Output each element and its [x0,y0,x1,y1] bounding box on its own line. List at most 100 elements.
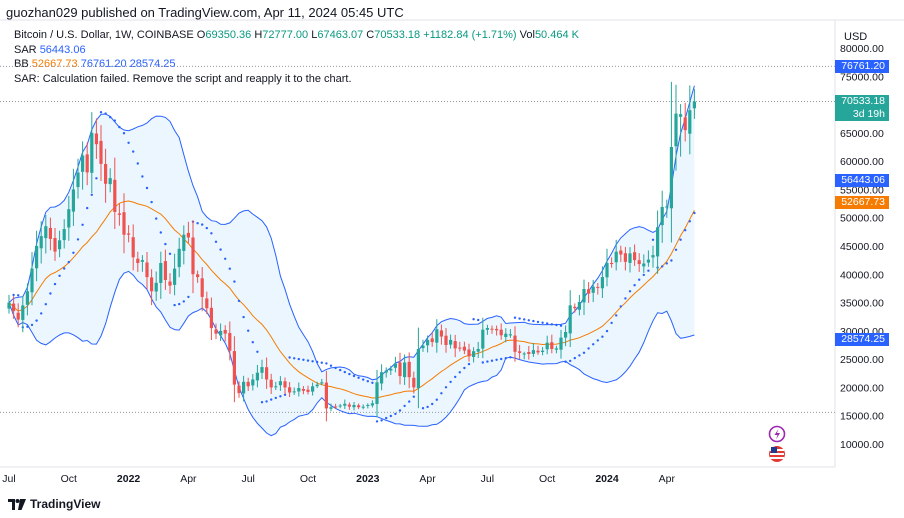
candle-body [692,101,696,109]
candle-body [219,330,223,336]
sar-dot [435,398,438,401]
sar-dot [357,376,360,379]
sar-dot [454,375,457,379]
sar-dot [44,303,47,306]
candle-body [214,329,218,334]
sar-dot [421,407,425,410]
sar-dot [596,339,599,342]
candle-body [90,132,94,173]
time-tick-label: Oct [539,473,555,485]
candle-body [25,291,29,305]
sar-dot [127,141,130,144]
bb-basis-value: 52667.73 [31,58,78,70]
candle-body [223,330,227,334]
sar-dot [684,229,687,232]
candle-body [679,114,683,117]
candle-body [398,362,402,377]
sar-dot [610,321,613,325]
candle-body [7,302,11,309]
time-tick-label: 2024 [595,473,619,485]
sar-dot [513,316,517,319]
time-tick-label: Apr [180,473,197,485]
legend-sar-row[interactable]: SAR 56443.06 [14,43,579,58]
sar-dot [260,401,264,404]
sar-dot [398,409,402,412]
sar-dot [49,292,52,295]
candle-body [154,282,158,292]
candle-body [490,328,494,330]
sar-dot [651,238,655,241]
sar-dot [352,374,356,378]
candle-body [292,391,296,393]
legend-bb-row[interactable]: BB 52667.73 76761.20 28574.25 [14,57,579,72]
time-axis-ticks[interactable]: Jul Oct 2022 Apr Jul Oct 2023 Apr Jul Oct 2024 Apr [2,473,675,485]
sar-dot [90,193,94,196]
candle-body [301,389,305,391]
currency-label[interactable]: USD [844,31,868,43]
candle-body [591,286,595,293]
candle-body [366,405,370,406]
sar-dot [118,125,121,129]
sar-dot [665,262,668,265]
candle-body [205,298,209,309]
sar-dot [173,303,176,307]
close-label: C [366,29,375,41]
candle-body [58,240,62,250]
candle-body [30,268,34,293]
price-tick-label: 15000.00 [840,411,884,423]
candle-body [76,172,80,188]
sar-dot [380,419,383,422]
sar-dot [233,280,236,283]
sar-dot [12,293,15,297]
candle-body [628,253,632,263]
bb-lower-tag: 28574.25 [835,333,889,346]
sar-dot [214,240,218,243]
candle-body [306,389,310,392]
sar-dot [136,162,139,165]
sar-dot [564,360,567,363]
sar-dot [348,372,351,376]
candle-body [508,334,512,336]
candle-body [614,251,618,263]
candle-body [269,379,273,388]
candle-body [320,382,324,384]
sar-dot [527,319,530,322]
sar-dot [141,175,144,178]
sar-dot [109,116,112,119]
candle-body [646,259,650,263]
candle-body [297,388,301,392]
candles [7,81,696,422]
candle-body [16,312,20,320]
sar-dot [316,360,319,364]
sar-dot [366,380,369,383]
candle-body [122,212,126,235]
price-tick-label: 10000.00 [840,439,884,451]
countdown-tag: 3d 19h [835,108,889,121]
sar-dot [237,299,241,303]
candle-body [623,253,627,262]
bb-upper-tag: 76761.20 [835,60,889,73]
candle-body [311,386,315,392]
sar-dot [532,319,535,323]
candle-body [113,179,117,212]
candle-body [435,329,439,343]
candle-body [380,372,384,384]
time-tick-label: Apr [659,473,676,485]
us-flag-icon[interactable] [769,446,785,462]
candle-body [329,407,333,409]
symbol-name[interactable]: Bitcoin / U.S. Dollar, 1W, COINBASE [14,29,194,41]
time-tick-label: 2023 [356,473,380,485]
sar-dot [444,386,448,389]
tradingview-logo[interactable]: TradingView [8,497,100,511]
candle-body [453,341,457,349]
candle-body [389,368,393,371]
sar-dot [495,358,498,361]
candle-body [522,353,526,355]
lightning-icon[interactable] [768,425,786,443]
candle-body [177,248,181,268]
price-tick-label: 65000.00 [840,128,884,140]
sar-dot [500,357,503,361]
candle-body [274,386,278,388]
sar-dot [449,380,452,384]
